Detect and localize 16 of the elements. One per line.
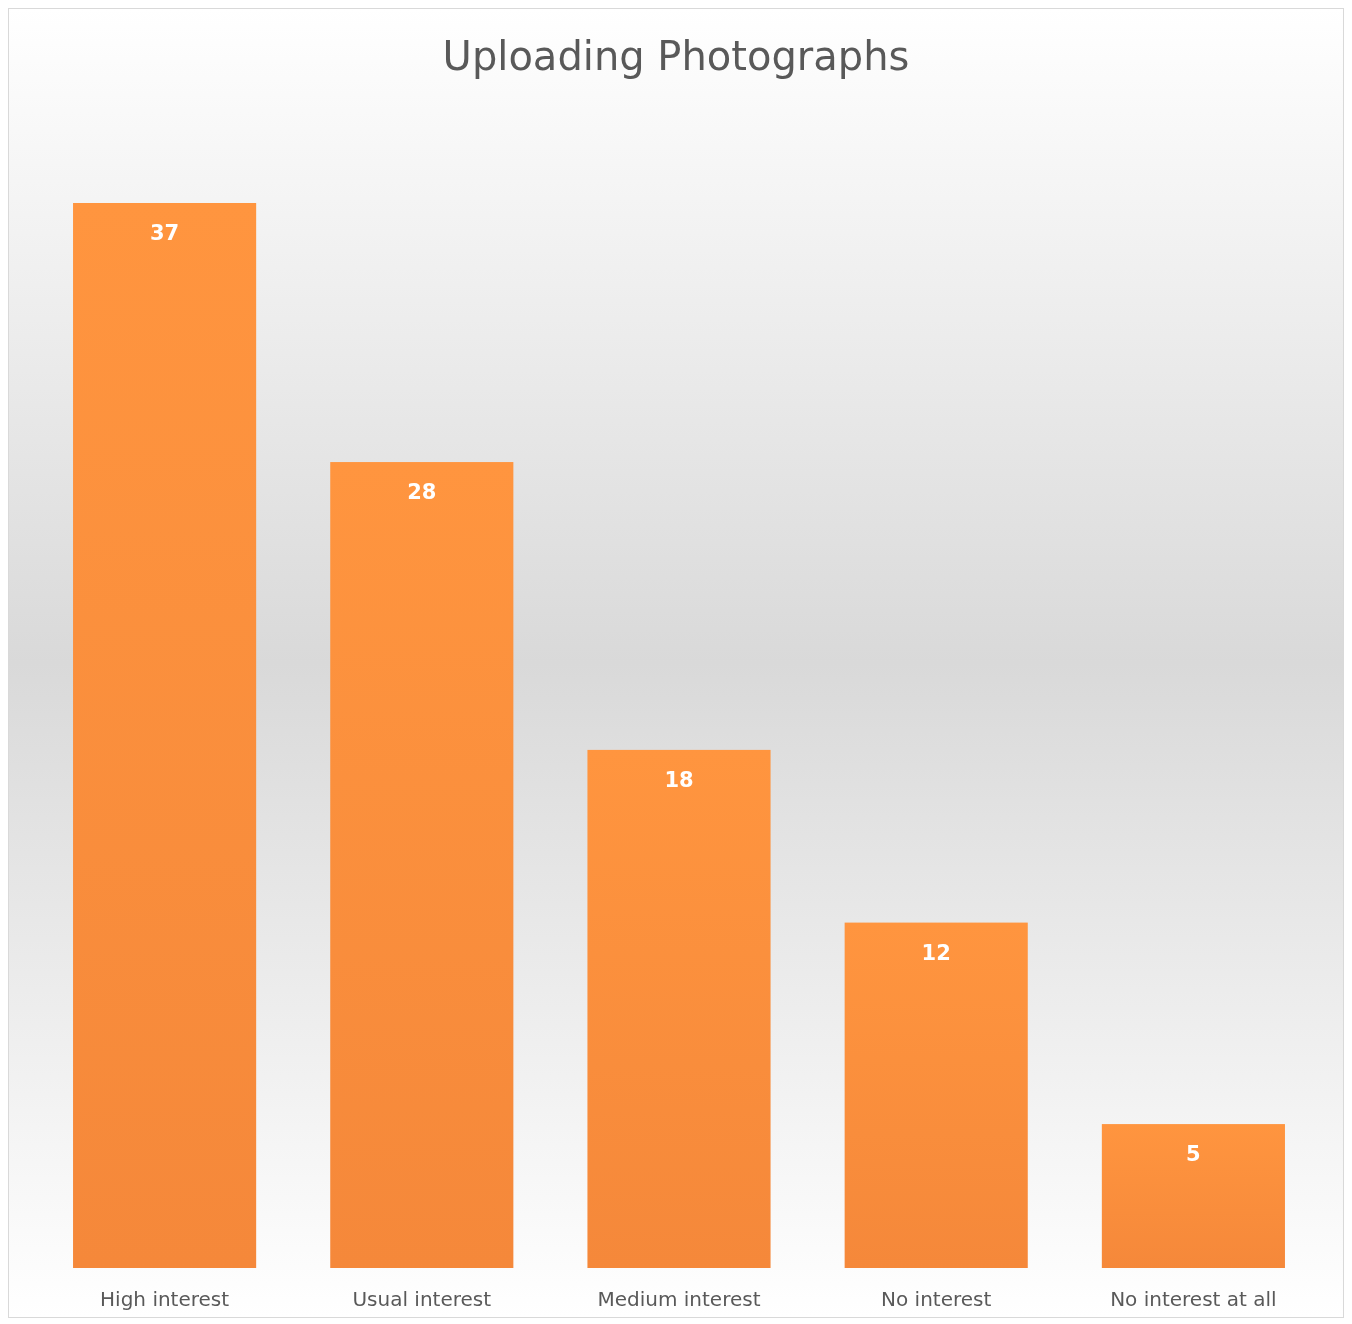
chart-title: Uploading Photographs — [442, 33, 910, 79]
bar — [73, 203, 257, 1268]
bar — [1101, 1124, 1285, 1268]
data-label: 18 — [664, 767, 694, 792]
x-tick-label: No interest — [881, 1287, 992, 1311]
x-tick-label: Usual interest — [352, 1287, 492, 1311]
data-label: 37 — [149, 221, 180, 245]
data-label: 12 — [921, 940, 951, 965]
data-label: 5 — [1186, 1142, 1201, 1167]
data-label: 28 — [407, 480, 437, 505]
x-tick-label: No interest at all — [1110, 1287, 1277, 1311]
bar — [587, 749, 771, 1268]
bar — [330, 462, 514, 1268]
x-tick-label: High interest — [100, 1287, 230, 1311]
bar — [844, 922, 1028, 1268]
x-tick-label: Medium interest — [597, 1287, 761, 1311]
